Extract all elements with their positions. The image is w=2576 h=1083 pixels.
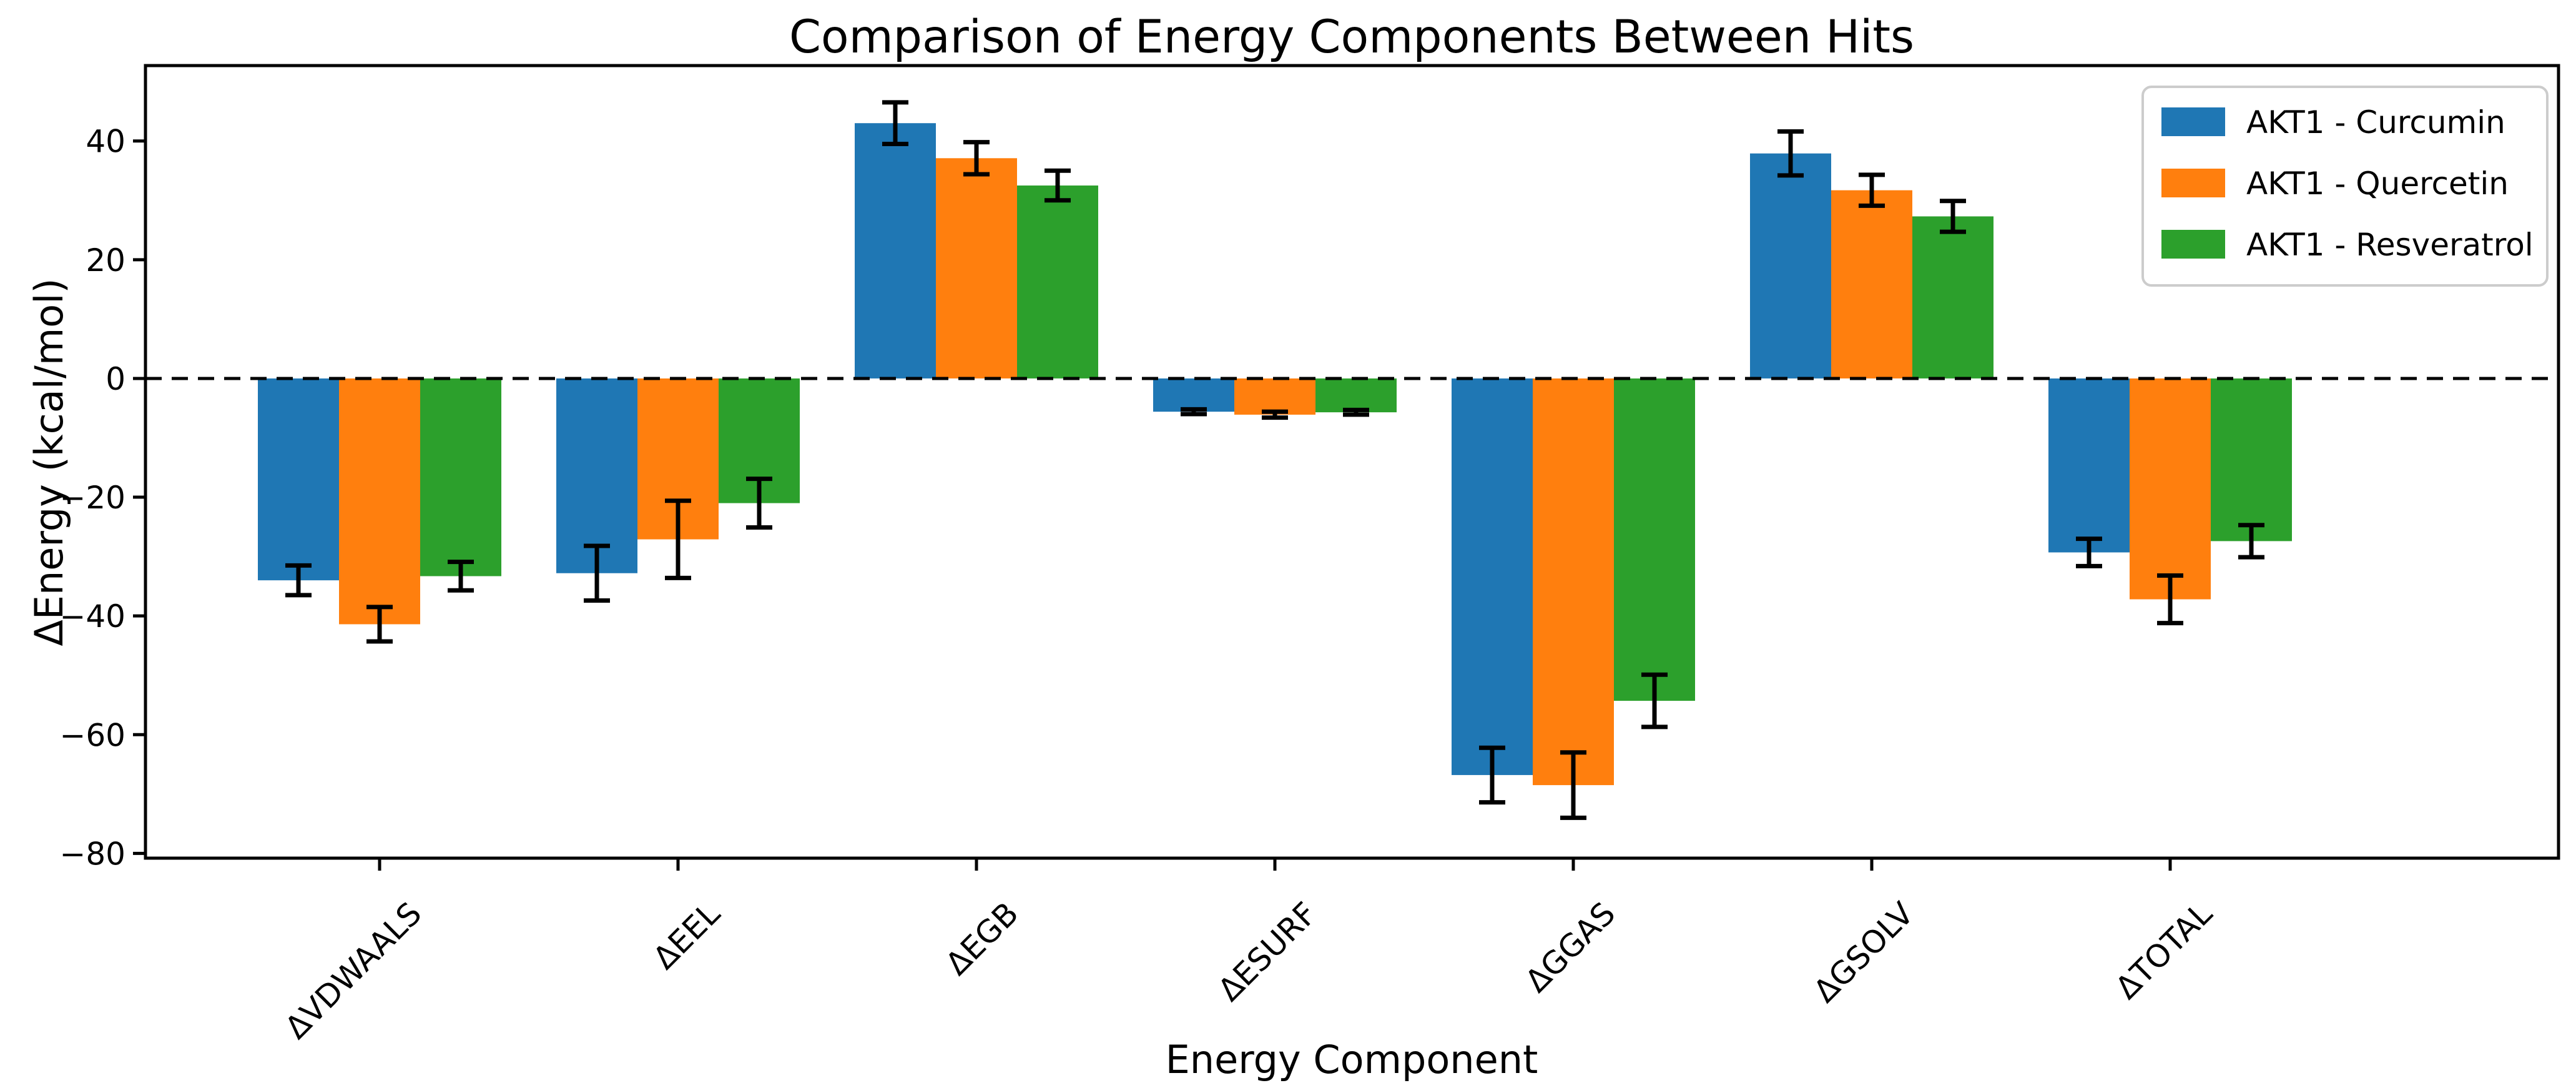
chart-title: Comparison of Energy Components Between … bbox=[789, 11, 1914, 64]
bar bbox=[1315, 378, 1397, 413]
legend-swatch bbox=[2161, 169, 2225, 197]
legend-label: AKT1 - Resveratrol bbox=[2246, 227, 2534, 263]
bar bbox=[1750, 153, 1831, 378]
legend-swatch bbox=[2161, 230, 2225, 259]
bar bbox=[1017, 185, 1098, 378]
bar bbox=[1614, 378, 1695, 701]
bar bbox=[420, 378, 501, 576]
bar bbox=[855, 123, 936, 378]
bar bbox=[2130, 378, 2211, 600]
bar bbox=[1831, 190, 1912, 378]
bar bbox=[1452, 378, 1533, 775]
bar bbox=[1153, 378, 1234, 412]
bar bbox=[1234, 378, 1315, 415]
y-tick-label: −20 bbox=[59, 480, 125, 516]
x-axis-label: Energy Component bbox=[1166, 1037, 1538, 1082]
y-tick-label: 20 bbox=[86, 242, 125, 279]
y-axis-label: ΔEnergy (kcal/mol) bbox=[26, 278, 72, 646]
plot-border bbox=[144, 64, 2560, 860]
y-tick-label: −60 bbox=[59, 717, 125, 753]
bar bbox=[1912, 216, 1993, 378]
legend-swatch bbox=[2161, 107, 2225, 136]
y-tick-label: 0 bbox=[106, 361, 125, 397]
bar bbox=[339, 378, 420, 625]
bar bbox=[936, 158, 1017, 378]
bar bbox=[2211, 378, 2292, 542]
y-tick-label: 40 bbox=[86, 124, 125, 160]
y-tick-label: −80 bbox=[59, 836, 125, 872]
bar bbox=[2048, 378, 2130, 553]
bar bbox=[258, 378, 339, 581]
legend-box bbox=[2141, 86, 2549, 287]
legend-label: AKT1 - Quercetin bbox=[2246, 166, 2509, 202]
bar bbox=[1533, 378, 1614, 786]
y-tick-label: −40 bbox=[59, 598, 125, 635]
bar bbox=[556, 378, 637, 573]
legend-label: AKT1 - Curcumin bbox=[2246, 104, 2505, 141]
